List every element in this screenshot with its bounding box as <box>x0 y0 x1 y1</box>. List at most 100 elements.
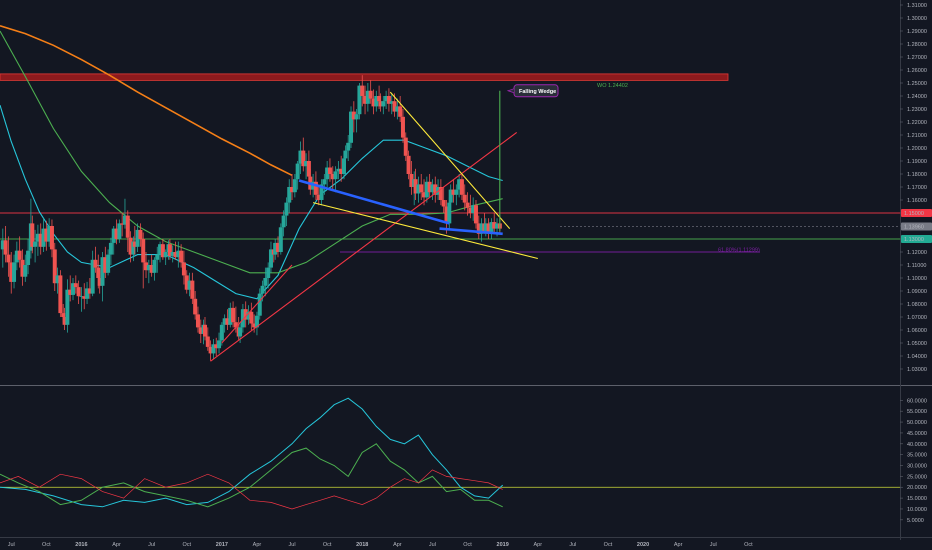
candle-body[interactable] <box>371 98 376 107</box>
candle-body[interactable] <box>58 275 63 314</box>
candle-body[interactable] <box>284 202 289 216</box>
candle-body[interactable] <box>454 189 459 195</box>
candle-body[interactable] <box>47 226 52 242</box>
candle-body[interactable] <box>55 275 60 284</box>
candle-body[interactable] <box>111 228 116 243</box>
candle-body[interactable] <box>49 226 54 250</box>
candle-body[interactable] <box>52 249 57 284</box>
candle-body[interactable] <box>93 259 98 268</box>
candle-body[interactable] <box>155 254 160 260</box>
candle-body[interactable] <box>103 257 108 273</box>
candle-body[interactable] <box>489 222 494 234</box>
candle-body[interactable] <box>451 189 456 195</box>
candle-body[interactable] <box>173 252 178 258</box>
candle-body[interactable] <box>85 288 90 299</box>
candle-body[interactable] <box>260 285 265 294</box>
candle-body[interactable] <box>403 137 408 156</box>
candle-body[interactable] <box>447 202 452 224</box>
candle-body[interactable] <box>377 96 382 102</box>
candle-body[interactable] <box>479 223 484 234</box>
candle-body[interactable] <box>365 90 370 104</box>
candle-body[interactable] <box>17 250 22 260</box>
candle-body[interactable] <box>386 96 391 104</box>
candle-body[interactable] <box>492 222 497 229</box>
candle-body[interactable] <box>398 106 403 117</box>
candle-body[interactable] <box>233 322 238 328</box>
candle-body[interactable] <box>357 85 362 115</box>
candle-body[interactable] <box>292 179 297 193</box>
candle-body[interactable] <box>158 244 163 255</box>
candle-body[interactable] <box>225 318 230 325</box>
candle-body[interactable] <box>23 265 28 277</box>
trendline[interactable] <box>221 264 293 344</box>
candle-body[interactable] <box>114 228 119 239</box>
candle-body[interactable] <box>298 150 303 164</box>
candle-body[interactable] <box>76 287 81 297</box>
candle-body[interactable] <box>427 181 432 193</box>
candle-body[interactable] <box>465 202 470 208</box>
candle-body[interactable] <box>422 192 427 198</box>
candle-body[interactable] <box>228 307 233 325</box>
candle-body[interactable] <box>313 181 318 195</box>
candle-body[interactable] <box>106 254 111 273</box>
moving-average-line[interactable] <box>0 104 503 300</box>
candle-body[interactable] <box>495 223 500 229</box>
candle-body[interactable] <box>61 313 66 317</box>
candle-body[interactable] <box>257 293 262 316</box>
candle-body[interactable] <box>176 250 181 258</box>
candle-body[interactable] <box>295 163 300 180</box>
candle-body[interactable] <box>231 307 236 323</box>
candle-body[interactable] <box>327 167 332 175</box>
candle-body[interactable] <box>389 101 394 104</box>
candle-body[interactable] <box>290 187 295 193</box>
candle-body[interactable] <box>205 336 210 347</box>
candle-body[interactable] <box>252 323 257 328</box>
candle-body[interactable] <box>65 289 70 325</box>
candle-body[interactable] <box>125 215 130 238</box>
candle-body[interactable] <box>287 187 292 203</box>
candle-body[interactable] <box>170 252 175 256</box>
osc-series-line[interactable] <box>0 469 503 510</box>
resistance-zone[interactable] <box>0 73 729 81</box>
candle-body[interactable] <box>193 298 198 315</box>
candle-body[interactable] <box>273 242 278 255</box>
candle-body[interactable] <box>363 96 368 104</box>
candle-body[interactable] <box>195 314 200 328</box>
candle-body[interactable] <box>96 267 101 278</box>
candle-body[interactable] <box>82 296 87 299</box>
candle-body[interactable] <box>476 223 481 234</box>
candle-body[interactable] <box>190 280 195 299</box>
candle-body[interactable] <box>374 96 379 107</box>
candle-body[interactable] <box>26 250 31 265</box>
candle-body[interactable] <box>187 280 192 290</box>
candle-body[interactable] <box>240 309 245 328</box>
candle-body[interactable] <box>214 344 219 349</box>
candle-body[interactable] <box>87 288 92 294</box>
candle-body[interactable] <box>441 200 446 207</box>
candle-body[interactable] <box>325 167 330 180</box>
candle-body[interactable] <box>406 155 411 174</box>
candle-body[interactable] <box>395 106 400 112</box>
candle-body[interactable] <box>322 179 327 185</box>
candle-body[interactable] <box>141 239 146 263</box>
candle-body[interactable] <box>12 262 17 282</box>
candle-body[interactable] <box>319 184 324 200</box>
candle-body[interactable] <box>71 283 76 295</box>
trendline[interactable] <box>439 227 503 236</box>
candle-body[interactable] <box>419 184 424 193</box>
candle-body[interactable] <box>392 101 397 112</box>
candle-body[interactable] <box>79 296 84 297</box>
candle-body[interactable] <box>208 346 213 354</box>
candle-body[interactable] <box>211 344 216 354</box>
candle-body[interactable] <box>301 150 306 167</box>
candle-body[interactable] <box>483 223 488 232</box>
candle-body[interactable] <box>6 254 11 263</box>
candle-body[interactable] <box>160 244 165 258</box>
candle-body[interactable] <box>246 311 251 320</box>
candle-body[interactable] <box>430 184 435 193</box>
candle-body[interactable] <box>90 259 95 294</box>
candle-body[interactable] <box>268 249 273 268</box>
candle-body[interactable] <box>62 317 67 325</box>
candle-body[interactable] <box>448 189 453 203</box>
